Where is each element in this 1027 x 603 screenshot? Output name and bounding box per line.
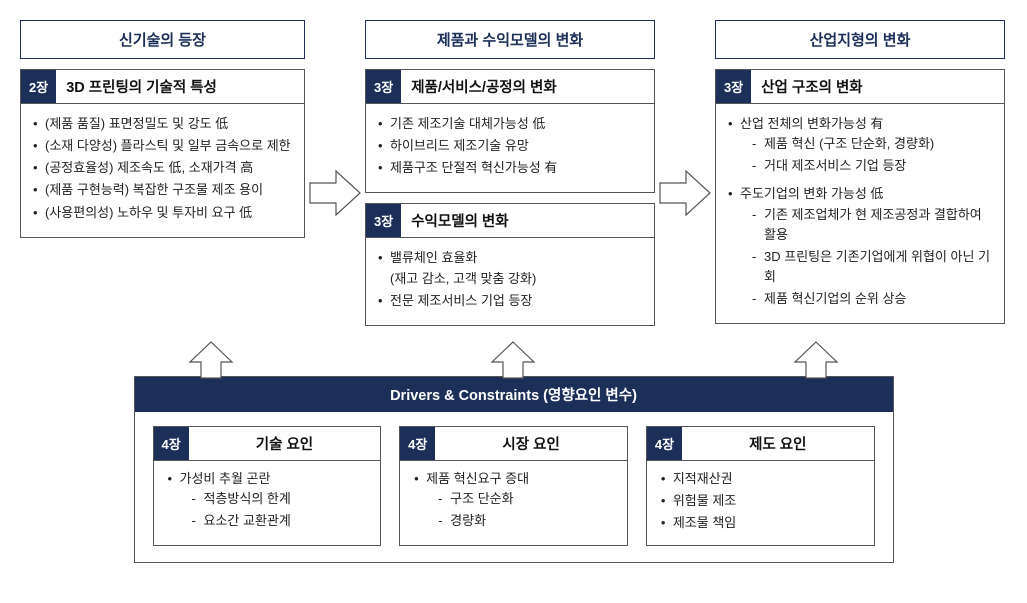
top-row: 신기술의 등장 2장 3D 프린팅의 기술적 특성 (제품 품질) 표면정밀도 … <box>20 20 1007 326</box>
up-arrows-row <box>20 340 1007 380</box>
list-item: (제품 품질) 표면정밀도 및 강도 低 <box>33 114 292 134</box>
driver-panel-tech: 4장 기술 요인 가성비 추월 곤란 적층방식의 한계 요소간 교환관계 <box>153 426 382 546</box>
list-item: 제품 혁신요구 증대 구조 단순화 경량화 <box>414 469 617 531</box>
panel-revenue-model: 3장 수익모델의 변화 밸류체인 효율화 (재고 감소, 고객 맞춤 강화) 전… <box>365 203 655 325</box>
panel-title: 3D 프린팅의 기술적 특성 <box>56 70 304 103</box>
sub-item: 거대 제조서비스 기업 등장 <box>752 156 992 176</box>
panel-industry-structure: 3장 산업 구조의 변화 산업 전체의 변화가능성 有 제품 혁신 (구조 단순… <box>715 69 1005 324</box>
list-item: (소재 다양성) 플라스틱 및 일부 금속으로 제한 <box>33 136 292 156</box>
item-text: 밸류체인 효율화 <box>390 250 477 265</box>
sub-item: 3D 프린팅은 기존기업에게 위협이 아닌 기회 <box>752 247 992 287</box>
list-item: 위험물 제조 <box>661 491 864 511</box>
driver-panel-policy: 4장 제도 요인 지적재산권 위험물 제조 제조물 책임 <box>646 426 875 546</box>
column-2: 제품과 수익모델의 변화 3장 제품/서비스/공정의 변화 기존 제조기술 대체… <box>365 20 655 326</box>
list-item: 제품구조 단절적 혁신가능성 有 <box>378 158 642 178</box>
chapter-tag: 4장 <box>647 427 682 460</box>
list-item: 지적재산권 <box>661 469 864 489</box>
item-text: 제품 혁신요구 증대 <box>426 471 529 486</box>
panel-title: 제품/서비스/공정의 변화 <box>401 70 654 103</box>
panel-title: 시장 요인 <box>435 427 626 460</box>
chapter-tag: 4장 <box>400 427 435 460</box>
drivers-body: 4장 기술 요인 가성비 추월 곤란 적층방식의 한계 요소간 교환관계 4장 <box>135 412 893 562</box>
list-item: (사용편의성) 노하우 및 투자비 요구 低 <box>33 203 292 223</box>
panel-title: 산업 구조의 변화 <box>751 70 1004 103</box>
header-new-tech: 신기술의 등장 <box>20 20 305 59</box>
sub-item: 기존 제조업체가 현 제조공정과 결합하여 활용 <box>752 205 992 245</box>
list-item: 하이브리드 제조기술 유망 <box>378 136 642 156</box>
panel-product-service-process: 3장 제품/서비스/공정의 변화 기존 제조기술 대체가능성 低 하이브리드 제… <box>365 69 655 193</box>
list-item: 주도기업의 변화 가능성 低 기존 제조업체가 현 제조공정과 결합하여 활용 … <box>728 184 992 309</box>
header-industry-landscape: 산업지형의 변화 <box>715 20 1005 59</box>
sub-item: 제품 혁신 (구조 단순화, 경량화) <box>752 134 992 154</box>
panel-body: 가성비 추월 곤란 적층방식의 한계 요소간 교환관계 <box>154 461 381 543</box>
arrow-right-icon <box>658 163 712 223</box>
chapter-tag: 2장 <box>21 70 56 103</box>
list-item: 전문 제조서비스 기업 등장 <box>378 291 642 311</box>
item-sub: (재고 감소, 고객 맞춤 강화) <box>390 271 536 286</box>
panel-3d-printing-characteristics: 2장 3D 프린팅의 기술적 특성 (제품 품질) 표면정밀도 및 강도 低 (… <box>20 69 305 238</box>
chapter-tag: 4장 <box>154 427 189 460</box>
panel-body: 제품 혁신요구 증대 구조 단순화 경량화 <box>400 461 627 543</box>
panel-title: 제도 요인 <box>682 427 873 460</box>
arrow-right-1 <box>305 20 365 326</box>
header-product-revenue-change: 제품과 수익모델의 변화 <box>365 20 655 59</box>
item-text: 주도기업의 변화 가능성 低 <box>740 186 883 201</box>
arrow-right-icon <box>308 163 362 223</box>
chapter-tag: 3장 <box>716 70 751 103</box>
panel-body: (제품 품질) 표면정밀도 및 강도 低 (소재 다양성) 플라스틱 및 일부 … <box>21 104 304 237</box>
list-item: 기존 제조기술 대체가능성 低 <box>378 114 642 134</box>
sub-item: 구조 단순화 <box>438 489 617 509</box>
panel-body: 지적재산권 위험물 제조 제조물 책임 <box>647 461 874 545</box>
panel-body: 산업 전체의 변화가능성 有 제품 혁신 (구조 단순화, 경량화) 거대 제조… <box>716 104 1004 323</box>
column-3: 산업지형의 변화 3장 산업 구조의 변화 산업 전체의 변화가능성 有 제품 … <box>715 20 1005 326</box>
list-item: 가성비 추월 곤란 적층방식의 한계 요소간 교환관계 <box>168 469 371 531</box>
item-text: 가성비 추월 곤란 <box>180 471 271 486</box>
panel-title: 기술 요인 <box>189 427 380 460</box>
sub-item: 요소간 교환관계 <box>192 511 371 531</box>
list-item: 밸류체인 효율화 (재고 감소, 고객 맞춤 강화) <box>378 248 642 288</box>
list-item: (제품 구현능력) 복잡한 구조물 제조 용이 <box>33 180 292 200</box>
drivers-section: Drivers & Constraints (영향요인 변수) 4장 기술 요인… <box>134 376 894 563</box>
chapter-tag: 3장 <box>366 204 401 237</box>
list-item: 산업 전체의 변화가능성 有 제품 혁신 (구조 단순화, 경량화) 거대 제조… <box>728 114 992 176</box>
sub-item: 제품 혁신기업의 순위 상승 <box>752 289 992 309</box>
list-item: 제조물 책임 <box>661 513 864 533</box>
sub-item: 경량화 <box>438 511 617 531</box>
arrow-up-icon <box>793 340 839 380</box>
list-item: (공정효율성) 제조속도 低, 소재가격 高 <box>33 158 292 178</box>
arrow-right-2 <box>655 20 715 326</box>
column-1: 신기술의 등장 2장 3D 프린팅의 기술적 특성 (제품 품질) 표면정밀도 … <box>20 20 305 326</box>
panel-title: 수익모델의 변화 <box>401 204 654 237</box>
sub-item: 적층방식의 한계 <box>192 489 371 509</box>
chapter-tag: 3장 <box>366 70 401 103</box>
driver-panel-market: 4장 시장 요인 제품 혁신요구 증대 구조 단순화 경량화 <box>399 426 628 546</box>
drivers-header: Drivers & Constraints (영향요인 변수) <box>135 377 893 412</box>
arrow-up-icon <box>490 340 536 380</box>
item-text: 산업 전체의 변화가능성 有 <box>740 116 883 131</box>
arrow-up-icon <box>188 340 234 380</box>
panel-body: 기존 제조기술 대체가능성 低 하이브리드 제조기술 유망 제품구조 단절적 혁… <box>366 104 654 192</box>
panel-body: 밸류체인 효율화 (재고 감소, 고객 맞춤 강화) 전문 제조서비스 기업 등… <box>366 238 654 324</box>
